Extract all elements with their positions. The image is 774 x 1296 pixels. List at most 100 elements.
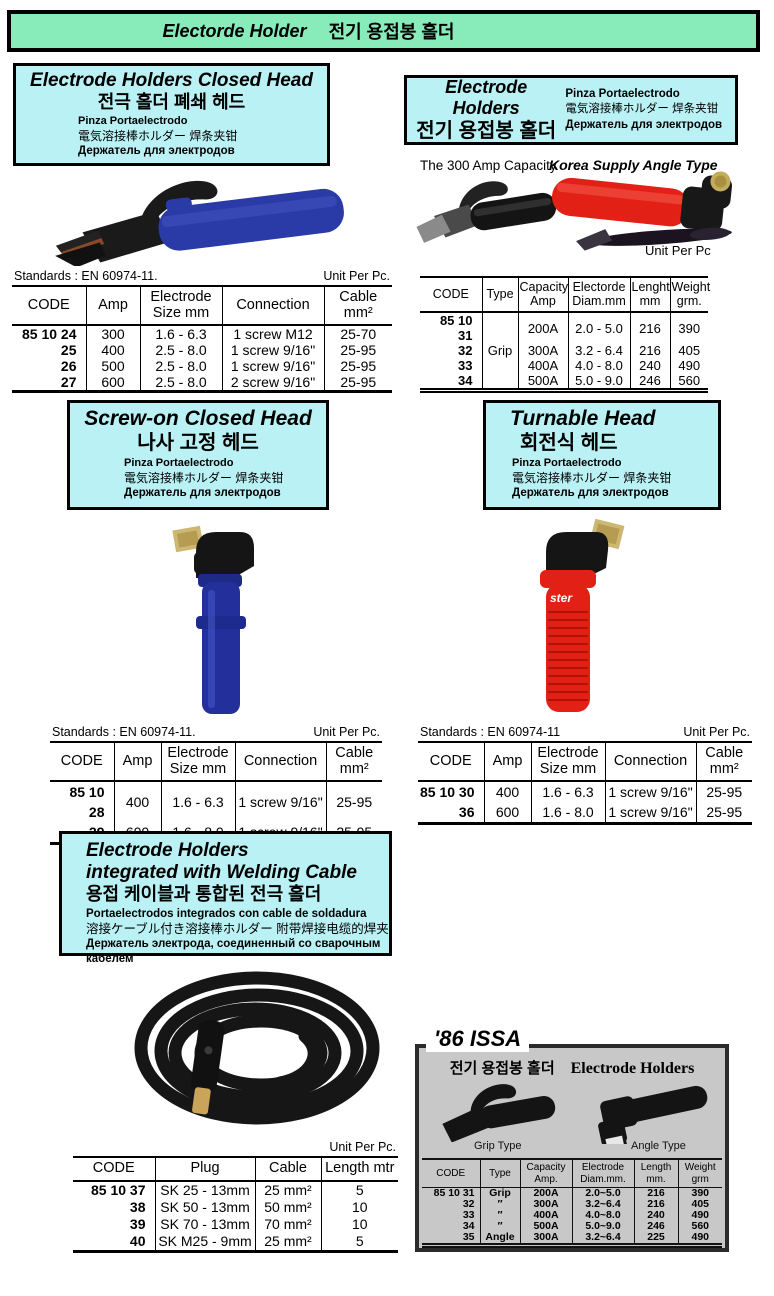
cell: 240 bbox=[629, 358, 670, 373]
unit-label: Unit Per Pc. bbox=[313, 725, 380, 739]
col-header-amp: Amp bbox=[483, 742, 531, 783]
cell-code: 85 10 24 bbox=[22, 326, 77, 343]
cell: 1.6 - 6.3 bbox=[139, 325, 222, 343]
cell-code: 85 10 31 bbox=[439, 313, 473, 343]
issa-heading-korean: 전기 용접봉 홀더 bbox=[449, 1060, 555, 1077]
cell-code: 36 bbox=[458, 804, 475, 821]
section-electrode-holders-header: Electrode Holders 전기 용접봉 홀더 Pinza Portae… bbox=[404, 75, 738, 145]
cell: 500A bbox=[517, 373, 568, 391]
col-header-type: Type bbox=[481, 277, 518, 313]
screw-on-spanish: Pinza Portaelectrodo bbox=[124, 457, 234, 470]
cell: SK 50 - 13mm bbox=[154, 1198, 255, 1216]
cell: 3.2 - 6.4 bbox=[567, 343, 630, 358]
caption-300amp: The 300 Amp Capacity bbox=[420, 158, 557, 173]
cell-code: 34 bbox=[458, 373, 473, 388]
col-header-connection: Connection bbox=[221, 286, 324, 327]
cell: 25-95 bbox=[323, 374, 392, 392]
col-header-connection: Connection bbox=[234, 742, 326, 783]
screw-on-russian: Держатель для электродов bbox=[124, 486, 281, 499]
cell-code: 85 10 37 bbox=[91, 1181, 146, 1198]
cell: 2.5 - 8.0 bbox=[139, 358, 222, 375]
product-image-red-turnable-holder: ster bbox=[540, 518, 625, 712]
cell-code: 25 bbox=[60, 342, 77, 359]
col-header-cable: Cable bbox=[254, 1157, 321, 1182]
issa-images-row: Grip Type Angle Type bbox=[419, 1078, 725, 1156]
header-line: Amp. bbox=[534, 1173, 558, 1185]
grip-table-block: CODE Type Capacity Amp Electorde Diam.mm… bbox=[420, 276, 710, 393]
header-line: Size mm bbox=[169, 760, 227, 777]
cell-code: 26 bbox=[60, 358, 77, 375]
cell: 2.5 - 8.0 bbox=[139, 342, 222, 359]
cell: 405 bbox=[677, 1199, 722, 1210]
cell: 216 bbox=[633, 1199, 678, 1210]
turnable-table-block: Standards : EN 60974-11 Unit Per Pc. COD… bbox=[418, 725, 752, 826]
cell: 300 bbox=[85, 325, 140, 343]
col-header-code: CODE bbox=[422, 1159, 480, 1188]
table-row: 85 10 31 Grip 200A 2.0~5.0 216 390 bbox=[422, 1187, 722, 1199]
cell: 216 bbox=[629, 343, 670, 358]
table-row: 38 SK 50 - 13mm 50 mm² 10 bbox=[73, 1198, 398, 1216]
cell-code: 85 10 28 bbox=[69, 784, 105, 821]
col-header-code: CODE bbox=[50, 742, 114, 783]
issa-grip-label: Grip Type bbox=[474, 1140, 522, 1152]
col-header-electrode: Electrode Size mm bbox=[139, 286, 222, 327]
integrated-spanish: Portaelectrodos integrados con cable de … bbox=[86, 908, 367, 921]
cell: SK M25 - 9mm bbox=[154, 1232, 255, 1252]
col-header-amp: Amp bbox=[85, 286, 140, 327]
header-line: Length bbox=[640, 1162, 672, 1173]
cell-type: Grip bbox=[481, 312, 518, 391]
header-line: Capacity bbox=[526, 1162, 566, 1173]
header-line: Cable bbox=[335, 745, 374, 761]
header-line: Amp bbox=[530, 293, 556, 308]
cell-code: 38 bbox=[129, 1198, 146, 1215]
header-line: Cable bbox=[705, 745, 744, 761]
table-row: 36 600 1.6 - 8.0 1 screw 9/16" 25-95 bbox=[418, 802, 752, 824]
col-header-weight: Weight grm. bbox=[669, 277, 710, 313]
screw-on-table: CODE Amp Electrode Size mm Connection Ca… bbox=[50, 741, 382, 846]
cell: 5.0 - 9.0 bbox=[567, 373, 630, 391]
cable-table: CODE Plug Cable Length mtr 85 10 37 SK 2… bbox=[73, 1156, 398, 1253]
cell: 1 screw 9/16" bbox=[604, 781, 696, 803]
cell-code: 32 bbox=[458, 343, 473, 358]
header-line: mm. bbox=[646, 1173, 666, 1185]
page-title: Electorde Holder bbox=[162, 20, 307, 41]
screw-on-title: Screw-on Closed Head bbox=[84, 407, 312, 430]
page-title-korean: 전기 용접봉 홀더 bbox=[328, 22, 455, 42]
holders-russian: Держатель для электродов bbox=[565, 118, 723, 131]
header-line: mm² bbox=[709, 760, 739, 777]
table-row: 33 ″ 400A 4.0~8.0 240 490 bbox=[422, 1210, 722, 1221]
table-row: 27 600 2.5 - 8.0 2 screw 9/16" 25-95 bbox=[12, 374, 392, 392]
col-header-capacity: Capacity Amp. bbox=[519, 1159, 572, 1188]
table-row: 34 500A 5.0 - 9.0 246 560 bbox=[420, 373, 708, 391]
header-line: mm bbox=[639, 293, 661, 308]
cell: 25-95 bbox=[695, 781, 752, 803]
col-header-cable: Cable mm² bbox=[695, 742, 752, 783]
cell: SK 70 - 13mm bbox=[154, 1215, 255, 1233]
screw-on-japanese-chinese: 電気溶接棒ホルダー 焊条夹钳 bbox=[124, 470, 284, 485]
cell: 600 bbox=[85, 374, 140, 392]
cell: 25-70 bbox=[323, 325, 392, 343]
header-line: Diam.mm. bbox=[580, 1173, 626, 1185]
product-image-issa-angle-type bbox=[598, 1085, 708, 1144]
product-image-welding-cable bbox=[134, 971, 380, 1125]
cell: 560 bbox=[677, 1221, 722, 1232]
header-line: Cable bbox=[339, 289, 378, 305]
header-line: Electrode bbox=[537, 745, 599, 761]
table-row: 39 SK 70 - 13mm 70 mm² 10 bbox=[73, 1215, 398, 1233]
unit-label: Unit Per Pc. bbox=[329, 1140, 396, 1154]
cell: 200A bbox=[519, 1187, 572, 1199]
col-header-plug: Plug bbox=[154, 1157, 255, 1182]
cell: 400 bbox=[483, 781, 531, 803]
cell: 2.0 - 5.0 bbox=[567, 312, 630, 343]
table-row: 33 400A 4.0 - 8.0 240 490 bbox=[420, 358, 708, 373]
unit-label: Unit Per Pc. bbox=[683, 725, 750, 739]
cell: 216 bbox=[633, 1187, 678, 1199]
cell: 1.6 - 8.0 bbox=[530, 802, 605, 824]
col-header-length: Length mm. bbox=[633, 1159, 678, 1188]
col-header-capacity: Capacity Amp bbox=[517, 277, 568, 313]
header-line: Electrode bbox=[581, 1162, 625, 1173]
issa-box: 전기 용접봉 홀더 Electrode Holders Grip Type bbox=[415, 1044, 729, 1252]
cell-code: 27 bbox=[60, 374, 77, 391]
cell: 5 bbox=[320, 1180, 398, 1199]
closed-head-title: Electrode Holders Closed Head bbox=[30, 70, 313, 91]
